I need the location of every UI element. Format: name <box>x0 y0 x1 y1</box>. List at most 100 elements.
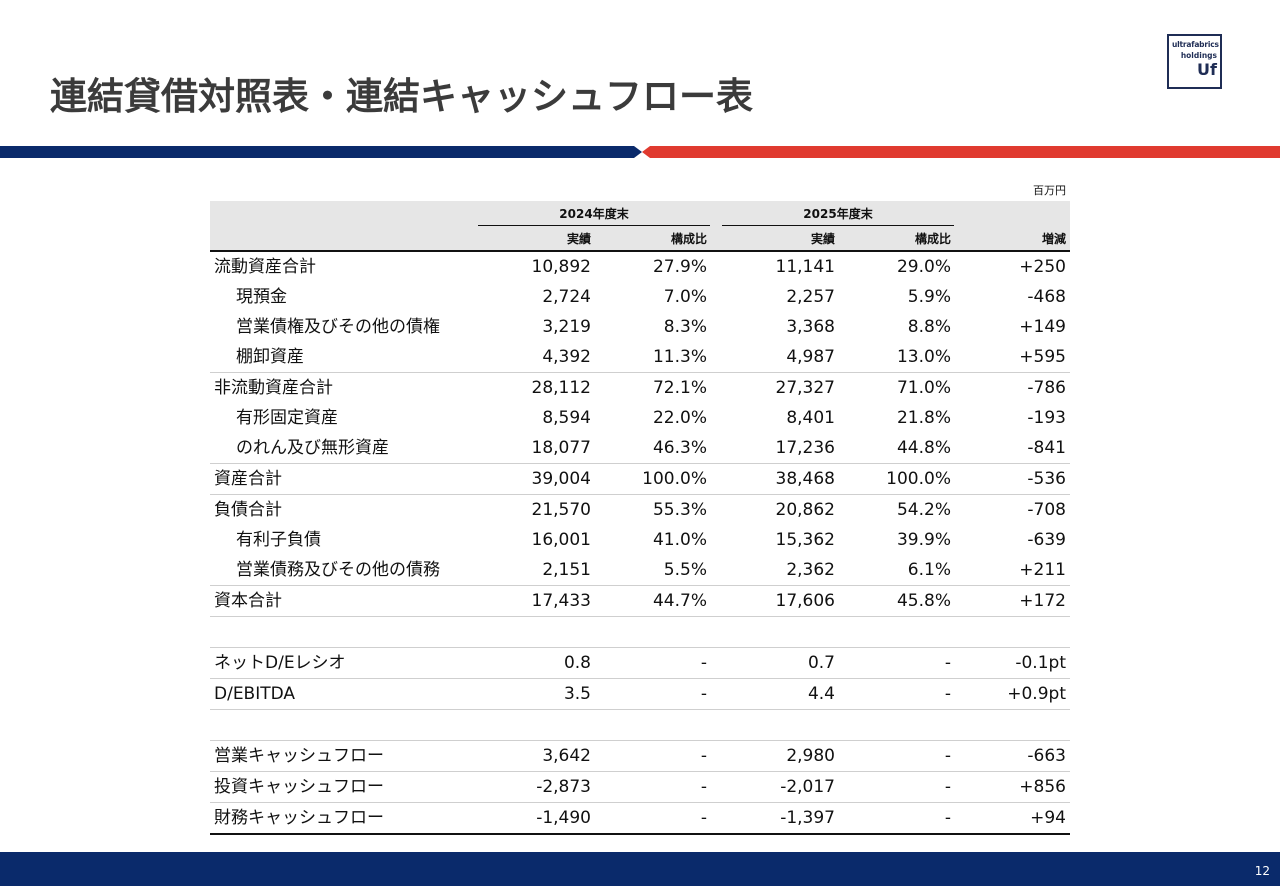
row-label: 棚卸資産 <box>210 342 478 373</box>
row-label: 資本合計 <box>210 585 478 617</box>
row-label: 有利子負債 <box>236 530 321 550</box>
data-table: 流動資産合計 10,892 27.9% 11,141 29.0% +250 現預金 2,724… <box>210 252 1070 835</box>
row-label: 営業債務及びその他の債務 <box>210 555 478 586</box>
logo-line-1: ultrafabrics <box>1172 40 1219 49</box>
value-change: -536 <box>955 463 1070 495</box>
red-band <box>642 146 1280 158</box>
row-label: 財務キャッシュフロー <box>210 802 478 835</box>
value-actual-2024: 18,077 <box>478 433 595 464</box>
row-label: 投資キャッシュフロー <box>210 771 478 803</box>
logo-mark: Uf <box>1197 60 1217 79</box>
value-change: +250 <box>1019 257 1066 277</box>
empty-cell <box>595 616 711 648</box>
empty-cell <box>839 616 955 648</box>
page-title: 連結貸借対照表・連結キャッシュフロー表 <box>50 75 753 118</box>
value-actual-2025: 2,980 <box>711 740 839 772</box>
value-actual-2025: 3,368 <box>786 317 835 337</box>
value-ratio-2024: 44.7% <box>595 585 711 617</box>
empty-cell <box>955 616 1070 648</box>
value-change: +0.9pt <box>955 678 1070 710</box>
empty-cell <box>595 709 711 741</box>
value-ratio-2025: 71.0% <box>896 378 951 398</box>
group-underline-2024 <box>478 225 710 226</box>
col-header-ratio-2024: 構成比 <box>670 232 707 246</box>
value-change: -468 <box>1027 287 1066 307</box>
col-header-change: 増減 <box>1041 232 1066 246</box>
value-ratio-2025: 100.0% <box>839 463 955 495</box>
value-change: -193 <box>1027 408 1066 428</box>
value-ratio-2025: - <box>839 740 955 772</box>
value-ratio-2025: 29.0% <box>896 257 951 277</box>
value-actual-2024: 4,392 <box>478 342 595 373</box>
value-ratio-2025: 44.8% <box>839 433 955 464</box>
table-row: 負債合計 21,570 55.3% 20,862 54.2% -708 <box>210 495 1070 526</box>
group-header-2024: 2024年度末 <box>559 207 629 221</box>
value-actual-2024: 39,004 <box>478 463 595 495</box>
table-row: 営業債権及びその他の債権 3,219 8.3% 3,368 8.8% +149 <box>210 312 1070 342</box>
value-ratio-2025: 54.2% <box>896 500 951 520</box>
value-ratio-2025: 45.8% <box>839 585 955 617</box>
value-ratio-2024: - <box>595 647 711 679</box>
value-change: +94 <box>955 802 1070 835</box>
empty-cell <box>210 709 478 741</box>
value-change: +149 <box>1019 317 1066 337</box>
empty-cell <box>711 709 839 741</box>
table-row: 非流動資産合計 28,112 72.1% 27,327 71.0% -786 <box>210 373 1070 404</box>
table-header: 2024年度末 2025年度末 実績 構成比 実績 構成比 増減 <box>210 201 1070 252</box>
header-color-bands <box>0 146 1280 158</box>
row-label: 有形固定資産 <box>236 408 338 428</box>
value-actual-2024: 0.8 <box>478 647 595 679</box>
table-row: 有形固定資産 8,594 22.0% 8,401 21.8% -193 <box>210 403 1070 433</box>
value-change: -708 <box>1027 500 1066 520</box>
group-header-2025: 2025年度末 <box>803 207 873 221</box>
table-row: 流動資産合計 10,892 27.9% 11,141 29.0% +250 <box>210 252 1070 282</box>
row-label: のれん及び無形資産 <box>210 433 478 464</box>
table-row: のれん及び無形資産 18,077 46.3% 17,236 44.8% -841 <box>210 433 1070 464</box>
value-change: +172 <box>955 585 1070 617</box>
logo-line-2: holdings <box>1180 51 1217 60</box>
value-ratio-2024: 5.5% <box>595 555 711 586</box>
value-actual-2024: 3,642 <box>478 740 595 772</box>
value-actual-2024: 21,570 <box>531 500 591 520</box>
page-number: 12 <box>1254 864 1270 878</box>
empty-cell <box>210 616 478 648</box>
value-change: -0.1pt <box>955 647 1070 679</box>
balance-sheet-table: 2024年度末 2025年度末 実績 構成比 実績 構成比 増減 流動資産合計 1… <box>210 201 1070 835</box>
value-actual-2024: 17,433 <box>478 585 595 617</box>
table-body: 流動資産合計 10,892 27.9% 11,141 29.0% +250 現預金 2,724… <box>210 252 1070 835</box>
value-actual-2025: 17,236 <box>711 433 839 464</box>
table-row: 投資キャッシュフロー -2,873- -2,017- +856 <box>210 771 1070 803</box>
value-ratio-2025: - <box>839 771 955 803</box>
table-row: 資産合計 39,004 100.0% 38,468 100.0% -536 <box>210 463 1070 495</box>
value-ratio-2024: - <box>595 771 711 803</box>
table-row: 現預金 2,724 7.0% 2,257 5.9% -468 <box>210 282 1070 312</box>
value-actual-2025: 4,987 <box>711 342 839 373</box>
value-ratio-2025: - <box>839 647 955 679</box>
value-actual-2025: 11,141 <box>775 257 835 277</box>
value-ratio-2025: - <box>839 678 955 710</box>
col-header-actual-2024: 実績 <box>566 232 591 246</box>
empty-cell <box>478 616 595 648</box>
value-change: -663 <box>955 740 1070 772</box>
company-logo: ultrafabrics holdings Uf <box>1167 34 1222 89</box>
row-label: 非流動資産合計 <box>214 378 333 398</box>
empty-cell <box>711 616 839 648</box>
empty-cell <box>839 709 955 741</box>
value-ratio-2024: - <box>595 802 711 835</box>
col-header-ratio-2025: 構成比 <box>914 232 951 246</box>
value-change: +856 <box>955 771 1070 803</box>
value-ratio-2024: 8.3% <box>663 317 707 337</box>
value-actual-2024: -1,490 <box>478 802 595 835</box>
value-ratio-2024: - <box>595 678 711 710</box>
value-change: +211 <box>955 555 1070 586</box>
value-actual-2025: 4.4 <box>711 678 839 710</box>
value-change: -786 <box>1027 378 1066 398</box>
value-ratio-2025: 13.0% <box>839 342 955 373</box>
spacer-row <box>210 709 1070 741</box>
value-actual-2025: 38,468 <box>711 463 839 495</box>
value-actual-2024: 2,151 <box>478 555 595 586</box>
row-label: ネットD/Eレシオ <box>210 647 478 679</box>
value-ratio-2024: 11.3% <box>595 342 711 373</box>
value-ratio-2025: - <box>839 802 955 835</box>
value-ratio-2024: 72.1% <box>652 378 707 398</box>
